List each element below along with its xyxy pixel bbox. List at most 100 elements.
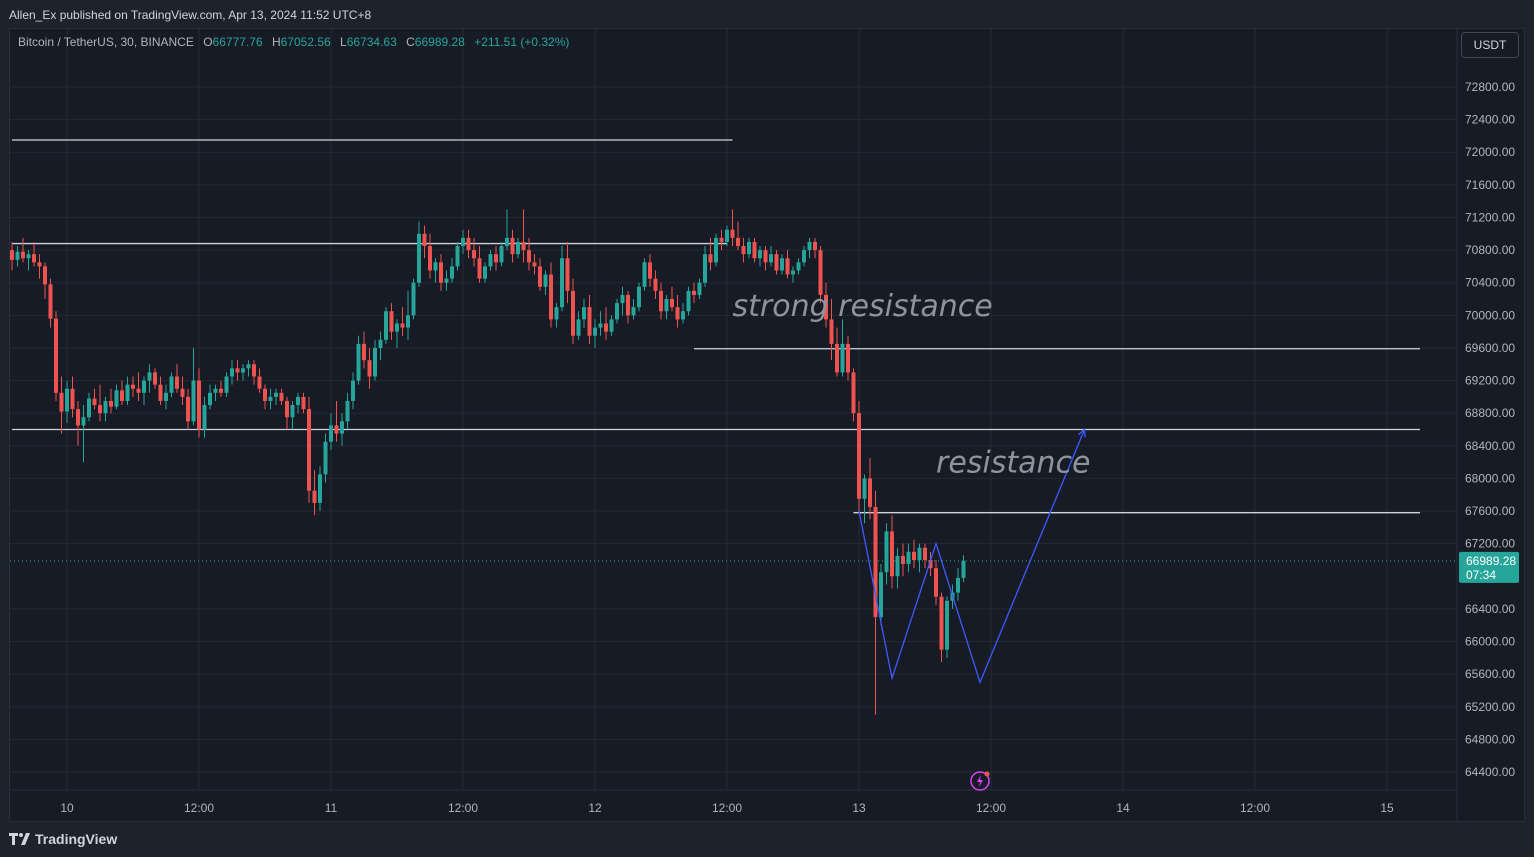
- chart-grid: [10, 29, 1457, 790]
- candle-body: [197, 380, 201, 430]
- candle-body: [131, 384, 135, 389]
- candle-body: [76, 409, 80, 426]
- symbol-legend: Bitcoin / TetherUS, 30, BINANCE O66777.7…: [18, 35, 575, 49]
- candle-body: [252, 364, 256, 377]
- last-price-badge: [1459, 551, 1519, 583]
- candle-body: [857, 413, 861, 499]
- candle-body: [466, 237, 471, 251]
- candle-body: [609, 319, 614, 332]
- chart-panel[interactable]: [9, 28, 1525, 822]
- candle-body: [840, 343, 845, 373]
- candle-body: [873, 506, 878, 618]
- candle-body: [202, 405, 207, 430]
- price-tick-label: 72800.00: [1465, 80, 1515, 94]
- price-tick-label: 64800.00: [1465, 732, 1515, 746]
- candle-body: [730, 229, 735, 238]
- tradingview-logo[interactable]: TradingView: [9, 831, 117, 847]
- candle-body: [945, 600, 949, 650]
- candle-body: [362, 343, 366, 361]
- candle-body: [373, 347, 377, 377]
- candle-body: [307, 409, 311, 491]
- candle-body: [26, 254, 31, 259]
- low-value: 66734.63: [346, 35, 397, 49]
- time-tick-label: 10: [60, 801, 74, 815]
- lightning-event-icon[interactable]: [970, 771, 990, 791]
- candle-body: [505, 237, 509, 247]
- candle-body: [697, 282, 702, 295]
- candle-body: [87, 398, 91, 418]
- price-tick-label: 68400.00: [1465, 439, 1515, 453]
- header-bar: Allen_Ex published on TradingView.com, A…: [0, 0, 1534, 28]
- candle-body: [400, 323, 405, 328]
- candle-body: [934, 568, 938, 597]
- candle-body: [32, 254, 36, 263]
- annotation-text: strong resistance: [733, 289, 993, 324]
- candle-body: [323, 441, 328, 475]
- candle-body: [527, 250, 531, 263]
- candle-body: [345, 400, 350, 422]
- candle-body: [285, 400, 289, 418]
- candle-body: [774, 254, 779, 271]
- candle-body: [15, 251, 20, 260]
- high-label: H: [271, 35, 281, 49]
- currency-button[interactable]: USDT: [1461, 32, 1519, 58]
- candle-body: [290, 405, 295, 418]
- tradingview-logo-text: TradingView: [35, 831, 118, 847]
- candle-body: [626, 294, 630, 316]
- publish-info: Allen_Ex published on TradingView.com, A…: [9, 8, 372, 22]
- candle-body: [554, 307, 559, 320]
- candle-body: [829, 319, 834, 344]
- candle-body: [246, 364, 251, 369]
- price-tick-label: 65600.00: [1465, 667, 1515, 681]
- candle-body: [274, 392, 278, 397]
- candle-body: [81, 417, 86, 426]
- candle-body: [637, 286, 641, 308]
- candle-body: [213, 388, 218, 393]
- candle-body: [571, 290, 575, 336]
- last-price-label: 66989.28: [1466, 554, 1516, 568]
- projection-path: [858, 429, 1086, 685]
- candle-body: [301, 396, 306, 410]
- candle-body: [598, 323, 603, 328]
- candle-body: [488, 254, 493, 267]
- price-tick-label: 68000.00: [1465, 471, 1515, 485]
- candle-body: [835, 343, 839, 373]
- event-icon-ring: [970, 771, 990, 791]
- candle-body: [769, 254, 773, 263]
- candle-body: [153, 372, 157, 385]
- candle-body: [741, 246, 746, 255]
- candle-body: [510, 237, 515, 255]
- price-tick-label: 72000.00: [1465, 145, 1515, 159]
- candle-body: [455, 246, 460, 267]
- candle-body: [142, 380, 146, 393]
- candle-body: [378, 339, 383, 348]
- candle-body: [664, 299, 669, 312]
- candle-body: [543, 274, 548, 287]
- candle-body: [895, 555, 900, 577]
- candle-body: [483, 266, 487, 279]
- candle-body: [802, 250, 806, 263]
- candle-body: [758, 250, 762, 259]
- candle-body: [433, 262, 438, 271]
- time-tick-label: 14: [1116, 801, 1130, 815]
- candle-body: [120, 390, 124, 401]
- candle-body: [48, 284, 53, 319]
- projection-pattern: [858, 428, 1086, 685]
- candle-body: [923, 547, 927, 560]
- candle-body: [312, 490, 317, 503]
- candle-body: [961, 560, 966, 578]
- price-tick-label: 70000.00: [1465, 308, 1515, 322]
- candle-body: [670, 299, 674, 308]
- price-tick-label: 70800.00: [1465, 243, 1515, 257]
- candle-body: [521, 241, 526, 251]
- candle-body: [879, 572, 883, 618]
- candle-body: [59, 392, 64, 412]
- candle-body: [125, 384, 130, 401]
- tradingview-logo-icon: [9, 831, 31, 847]
- candle-body: [516, 241, 520, 255]
- candle-body: [818, 250, 823, 295]
- candle-body: [659, 290, 663, 312]
- candle-body: [681, 311, 685, 320]
- event-icon-dot: [984, 771, 990, 777]
